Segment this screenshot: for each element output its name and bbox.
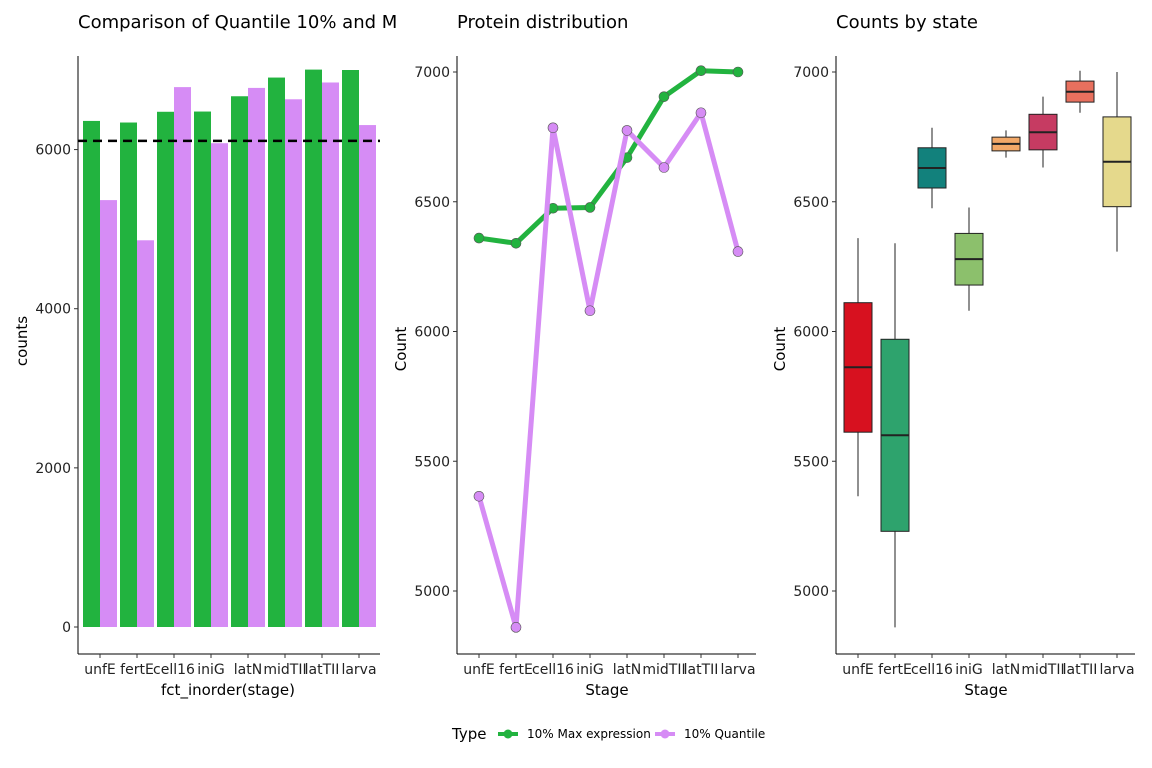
bar-max-midTII <box>268 77 285 628</box>
line-chart-y-tick-label: 5000 <box>414 584 450 600</box>
bar-max-unfE <box>83 120 100 627</box>
bar-chart-ylabel: counts <box>13 316 31 366</box>
bar-chart-x-tick-label: larva <box>341 662 376 678</box>
bar-quantile-unfE <box>100 200 117 627</box>
bar-chart-x-tick-label: midTII <box>263 662 306 678</box>
point-quantile-latN <box>621 125 633 136</box>
box-chart-x-tick-label: cell16 <box>911 662 953 678</box>
bar-chart-x-tick-label: iniG <box>197 662 225 678</box>
legend-key-point-quantile <box>660 729 670 739</box>
point-max-iniG <box>584 202 596 213</box>
legend-label-max: 10% Max expression <box>527 727 651 741</box>
bar-chart-x-tick-label: unfE <box>84 662 116 678</box>
point-max-unfE <box>473 232 485 244</box>
line-series-max <box>476 68 741 246</box>
box-chart-xlabel: Stage <box>964 681 1007 699</box>
legend: Type 10% Max expression 10% Quantile <box>451 725 765 743</box>
box-chart-x-tick-label: midTII <box>1021 662 1064 678</box>
line-chart-xlabel: Stage <box>585 681 628 699</box>
bar-quantile-larva <box>359 125 376 628</box>
box-chart-y-tick-label: 5500 <box>793 454 829 470</box>
line-chart-x-tick-label: latTII <box>684 662 719 678</box>
line-chart-y-tick-label: 6500 <box>414 195 450 211</box>
point-quantile-midTII <box>658 162 670 173</box>
box-chart-y-tick-label: 6000 <box>793 325 829 341</box>
bar-chart-y-tick-label: 0 <box>62 620 71 636</box>
line-chart-x-tick-label: latN <box>613 662 641 678</box>
box-chart-x-tick-label: fertE <box>878 662 912 678</box>
box-chart-ylabel: Count <box>771 327 789 372</box>
line-chart-x-tick-label: larva <box>720 662 755 678</box>
box-chart-x-tick-label: iniG <box>955 662 983 678</box>
bar-max-larva <box>342 70 359 627</box>
bar-chart-x-tick-label: latN <box>234 662 262 678</box>
line-chart-title: Protein distribution <box>457 12 628 33</box>
point-max-midTII <box>658 91 670 102</box>
line-chart-y-tick-label: 7000 <box>414 65 450 81</box>
legend-title: Type <box>451 725 486 743</box>
line-chart-panel: Protein distribution Stage Count 5000 550… <box>392 12 756 699</box>
legend-label-quantile: 10% Quantile <box>684 727 765 741</box>
bar-chart-y-tick-label: 4000 <box>35 302 71 318</box>
bar-quantile-latTII <box>322 82 339 627</box>
bar-quantile-cell16 <box>174 87 191 628</box>
bar-max-latN <box>231 96 248 628</box>
point-quantile-iniG <box>584 305 596 317</box>
point-quantile-latTII <box>695 107 707 119</box>
legend-key-point-max <box>503 729 513 739</box>
line-chart-y-tick-label: 6000 <box>414 325 450 341</box>
bar-chart-x-tick-label: cell16 <box>153 662 195 678</box>
box-chart-x-tick-label: unfE <box>842 662 874 678</box>
bar-quantile-iniG <box>211 143 228 627</box>
point-quantile-fertE <box>510 622 522 633</box>
bar-quantile-midTII <box>285 99 302 627</box>
box-chart-panel: Counts by state Stage Count 5000 5500 6000… <box>771 12 1135 699</box>
bar-chart-panel: Comparison of Quantile 10% and M fct_ino… <box>13 12 397 700</box>
bar-chart-title: Comparison of Quantile 10% and M <box>78 12 397 33</box>
bar-max-fertE <box>120 122 137 627</box>
box-chart-title: Counts by state <box>836 12 978 33</box>
point-quantile-cell16 <box>547 122 559 134</box>
line-chart-x-tick-label: cell16 <box>532 662 574 678</box>
point-quantile-unfE <box>473 490 485 502</box>
bar-max-latTII <box>305 69 322 627</box>
point-max-latTII <box>695 65 707 77</box>
box-chart-y-tick-label: 7000 <box>793 65 829 81</box>
box-chart-y-tick-label: 6500 <box>793 195 829 211</box>
bar-quantile-fertE <box>137 240 154 628</box>
bar-quantile-latN <box>248 87 265 628</box>
point-quantile-larva <box>732 246 744 257</box>
line-chart-x-tick-label: midTII <box>642 662 685 678</box>
box-chart-x-tick-label: latTII <box>1063 662 1098 678</box>
bar-chart-xlabel: fct_inorder(stage) <box>161 681 295 700</box>
line-series-quantile <box>476 110 741 630</box>
box-chart-x-tick-label: latN <box>992 662 1020 678</box>
point-max-fertE <box>510 237 522 249</box>
line-chart-x-tick-label: iniG <box>576 662 604 678</box>
line-chart-y-tick-label: 5500 <box>414 454 450 470</box>
box-chart-y-tick-label: 5000 <box>793 584 829 600</box>
line-chart-x-tick-label: unfE <box>463 662 495 678</box>
bar-max-cell16 <box>157 111 174 627</box>
bar-chart-y-tick-label: 6000 <box>35 143 71 159</box>
point-max-larva <box>732 66 744 78</box>
line-chart-x-tick-label: fertE <box>499 662 533 678</box>
bar-chart-x-tick-label: fertE <box>120 662 154 678</box>
box-chart-x-tick-label: larva <box>1099 662 1134 678</box>
bar-chart-y-tick-label: 2000 <box>35 461 71 477</box>
bar-chart-x-tick-label: latTII <box>305 662 340 678</box>
line-chart-ylabel: Count <box>392 327 410 372</box>
bar-max-iniG <box>194 111 211 628</box>
